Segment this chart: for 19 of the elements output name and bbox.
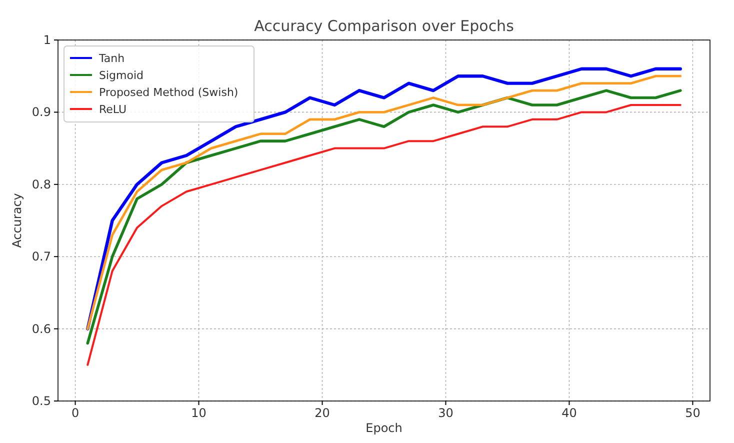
y-tick-label: 1: [43, 33, 51, 47]
y-axis-title: Accuracy: [10, 193, 24, 248]
x-axis-title: Epoch: [366, 421, 402, 435]
y-tick-label: 0.6: [32, 322, 51, 336]
y-tick-label: 0.5: [32, 394, 51, 408]
legend-label: Sigmoid: [99, 69, 144, 82]
x-tick-label: 0: [71, 406, 80, 420]
x-tick-label: 30: [438, 406, 454, 420]
x-tick-label: 20: [314, 406, 330, 420]
legend-label: Proposed Method (Swish): [99, 86, 238, 99]
legend-label: ReLU: [99, 103, 127, 116]
y-tick-label: 0.9: [32, 105, 51, 120]
legend-label: Tanh: [98, 52, 125, 65]
x-tick-label: 10: [191, 406, 206, 420]
chart-title: Accuracy Comparison over Epochs: [254, 17, 514, 35]
y-tick-label: 0.8: [32, 177, 51, 192]
y-tick-label: 0.7: [32, 250, 51, 264]
x-tick-label: 50: [685, 406, 700, 420]
x-tick-label: 40: [562, 406, 577, 420]
